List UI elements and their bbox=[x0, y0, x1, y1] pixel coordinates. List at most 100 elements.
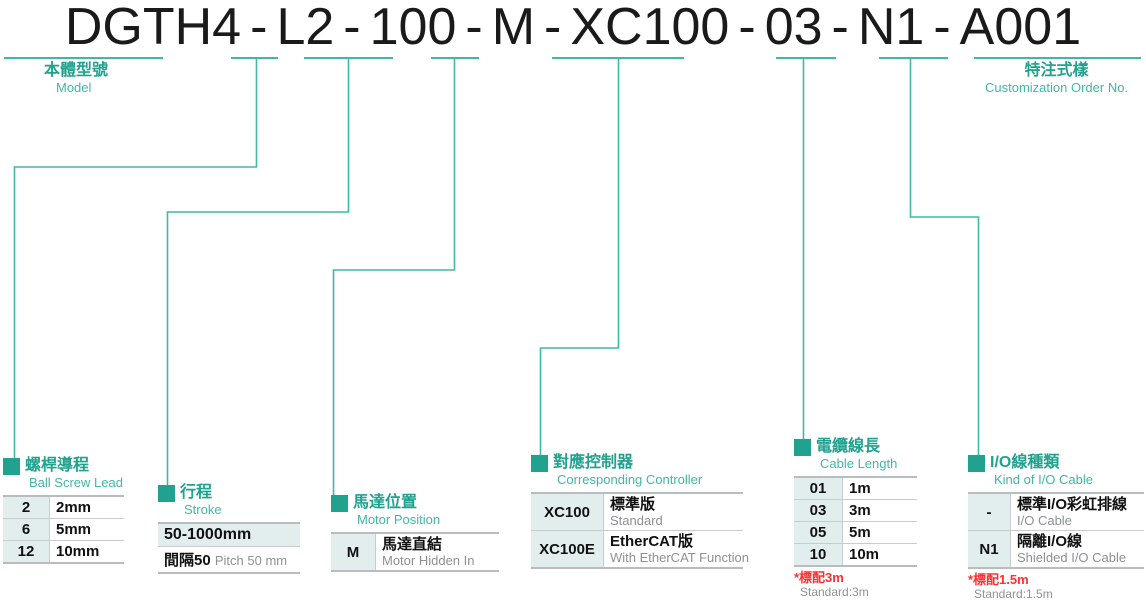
cell-code: XC100 bbox=[531, 493, 604, 531]
cell-code: N1 bbox=[968, 530, 1011, 568]
cell-desc: 5m bbox=[843, 522, 918, 544]
cable-length-note-en: Standard:3m bbox=[800, 585, 869, 599]
code-segment-cable-length: 03 bbox=[764, 0, 823, 56]
cell-desc: 隔離I/O線 Shielded I/O Cable bbox=[1011, 531, 1145, 569]
cell-desc-zh: 隔離I/O線 bbox=[1017, 533, 1083, 550]
group-stroke-title-zh: 行程 bbox=[180, 484, 213, 501]
code-segment-model: DGTH4 bbox=[64, 0, 242, 56]
code-separator: - bbox=[933, 0, 951, 56]
group-controller: 對應控制器 Corresponding Controller XC100 標準版… bbox=[531, 454, 749, 569]
cell-desc: 10m bbox=[843, 544, 918, 567]
cell-desc-en: Shielded I/O Cable bbox=[1017, 550, 1127, 565]
code-segment-lead: L2 bbox=[276, 0, 335, 56]
code-segment-stroke: 100 bbox=[369, 0, 457, 56]
stroke-table: 50-1000mm 間隔50 Pitch 50 mm bbox=[158, 522, 300, 574]
table-row: XC100E EtherCAT版 With EtherCAT Function bbox=[531, 530, 749, 569]
table-row: 05 5m bbox=[794, 521, 918, 544]
group-ball-screw-lead-title-en: Ball Screw Lead bbox=[29, 475, 123, 490]
cable-length-note-zh: *標配3m bbox=[794, 570, 844, 585]
cell-code: 05 bbox=[794, 521, 843, 544]
cell-desc-en: Standard bbox=[610, 513, 663, 528]
group-marker-square-icon bbox=[158, 485, 175, 502]
cell-desc-zh: 2mm bbox=[56, 499, 92, 516]
cell-desc: 馬達直結 Motor Hidden In bbox=[376, 533, 500, 571]
code-segment-customization: A001 bbox=[959, 0, 1082, 56]
cell-desc-zh: 1m bbox=[849, 480, 871, 497]
table-row: 12 10mm bbox=[3, 540, 124, 563]
io-cable-note-en: Standard:1.5m bbox=[974, 587, 1053, 601]
code-segment-motor-position: M bbox=[491, 0, 536, 56]
group-io-cable-title-zh: I/O線種類 bbox=[990, 454, 1060, 471]
cell-desc: 3m bbox=[843, 500, 918, 522]
ball-screw-lead-table: 2 2mm 6 5mm 12 10mm bbox=[3, 495, 124, 564]
cell-desc-zh: 馬達直結 bbox=[382, 536, 443, 553]
group-cable-length: 電纜線長 Cable Length 01 1m 03 3m 05 5m bbox=[794, 438, 917, 599]
group-marker-square-icon bbox=[968, 455, 985, 472]
cell-code: XC100E bbox=[531, 530, 604, 568]
group-customization-title-en: Customization Order No. bbox=[985, 80, 1129, 95]
cell-desc-zh: 5m bbox=[849, 524, 871, 541]
cell-range: 50-1000mm bbox=[158, 523, 300, 547]
cell-desc: EtherCAT版 With EtherCAT Function bbox=[604, 531, 749, 569]
cell-desc-zh: 5mm bbox=[56, 521, 92, 538]
cell-desc-zh: 標準版 bbox=[610, 496, 656, 513]
group-cable-length-title-en: Cable Length bbox=[820, 456, 898, 471]
table-row: N1 隔離I/O線 Shielded I/O Cable bbox=[968, 530, 1145, 569]
group-motor-position-title-en: Motor Position bbox=[357, 512, 441, 527]
group-model-title-zh: 本體型號 bbox=[44, 62, 109, 79]
group-marker-square-icon bbox=[3, 458, 20, 475]
cell-desc-zh: 3m bbox=[849, 502, 871, 519]
cable-length-table: 01 1m 03 3m 05 5m 10 10m bbox=[794, 476, 917, 567]
cell-desc-en: With EtherCAT Function bbox=[610, 550, 749, 565]
group-io-cable: I/O線種類 Kind of I/O Cable - 標準I/O彩虹排線 I/O… bbox=[968, 454, 1144, 601]
group-motor-position: 馬達位置 Motor Position M 馬達直結 Motor Hidden … bbox=[331, 494, 499, 572]
cell-desc-zh: 標準I/O彩虹排線 bbox=[1017, 496, 1128, 513]
code-segment-io-cable: N1 bbox=[857, 0, 925, 56]
table-row: XC100 標準版 Standard bbox=[531, 493, 743, 531]
table-row: 6 5mm bbox=[3, 518, 124, 541]
cell-code: 01 bbox=[794, 477, 843, 500]
table-row: 2 2mm bbox=[3, 496, 124, 519]
table-row: 03 3m bbox=[794, 499, 918, 522]
cell-desc-zh: EtherCAT版 bbox=[610, 533, 694, 550]
group-io-cable-title-en: Kind of I/O Cable bbox=[994, 472, 1093, 487]
group-controller-title-zh: 對應控制器 bbox=[553, 454, 634, 471]
code-separator: - bbox=[738, 0, 756, 56]
code-separator: - bbox=[831, 0, 849, 56]
table-row: - 標準I/O彩虹排線 I/O Cable bbox=[968, 493, 1144, 531]
table-row: 50-1000mm bbox=[158, 523, 300, 547]
cell-desc: 標準版 Standard bbox=[604, 493, 744, 531]
cell-desc-zh: 10mm bbox=[56, 543, 100, 560]
motor-position-table: M 馬達直結 Motor Hidden In bbox=[331, 532, 499, 572]
cell-code: 2 bbox=[3, 496, 50, 519]
model-code-line: DGTH4 - L2 - 100 - M - XC100 - 03 - N1 -… bbox=[0, 0, 1146, 54]
table-row: M 馬達直結 Motor Hidden In bbox=[331, 533, 499, 571]
cell-code: 03 bbox=[794, 499, 843, 522]
group-customization-title-zh: 特注式樣 bbox=[1024, 62, 1089, 79]
group-model-title-en: Model bbox=[56, 80, 92, 95]
code-separator: - bbox=[465, 0, 483, 56]
cell-desc-zh: 10m bbox=[849, 546, 880, 563]
code-segment-controller: XC100 bbox=[570, 0, 730, 56]
code-separator: - bbox=[343, 0, 361, 56]
controller-table: XC100 標準版 Standard XC100E EtherCAT版 With… bbox=[531, 492, 749, 569]
cell-pitch-zh: 間隔50 bbox=[164, 552, 211, 569]
cell-code: - bbox=[968, 493, 1011, 531]
group-ball-screw-lead-title-zh: 螺桿導程 bbox=[25, 457, 90, 474]
group-stroke-title-en: Stroke bbox=[184, 502, 222, 517]
cell-code: M bbox=[331, 533, 376, 571]
cell-code: 6 bbox=[3, 518, 50, 541]
io-cable-table: - 標準I/O彩虹排線 I/O Cable N1 隔離I/O線 Shielded… bbox=[968, 492, 1144, 569]
cell-desc-en: Motor Hidden In bbox=[382, 553, 475, 568]
cable-length-note: *標配3m Standard:3m bbox=[794, 570, 917, 599]
cell-desc: 標準I/O彩虹排線 I/O Cable bbox=[1011, 493, 1145, 531]
cell-pitch-en: Pitch 50 mm bbox=[214, 553, 288, 568]
group-marker-square-icon bbox=[531, 455, 548, 472]
group-model: 本體型號 Model bbox=[44, 62, 108, 96]
group-ball-screw-lead: 螺桿導程 Ball Screw Lead 2 2mm 6 5mm 12 10mm bbox=[3, 457, 124, 564]
table-row: 間隔50 Pitch 50 mm bbox=[158, 547, 300, 574]
cell-desc-en: I/O Cable bbox=[1017, 513, 1072, 528]
cell-range-text: 50-1000mm bbox=[164, 526, 252, 543]
group-cable-length-title-zh: 電纜線長 bbox=[816, 438, 881, 455]
